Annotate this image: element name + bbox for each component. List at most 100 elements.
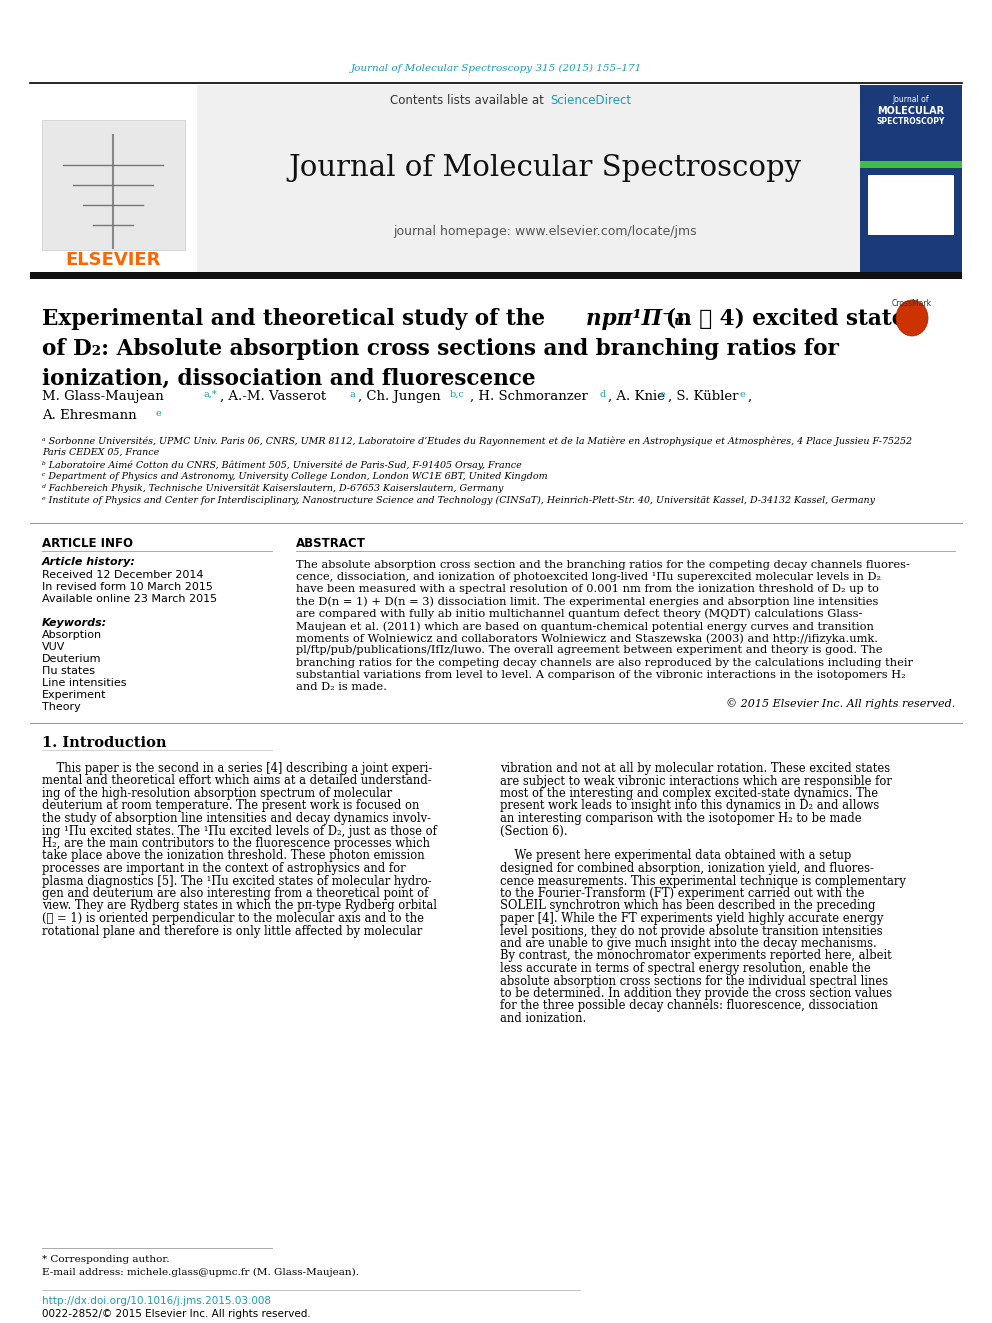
Text: © 2015 Elsevier Inc. All rights reserved.: © 2015 Elsevier Inc. All rights reserved… [726, 699, 955, 709]
Text: 0022-2852/© 2015 Elsevier Inc. All rights reserved.: 0022-2852/© 2015 Elsevier Inc. All right… [42, 1308, 310, 1319]
Text: the study of absorption line intensities and decay dynamics involv-: the study of absorption line intensities… [42, 812, 431, 826]
Text: an interesting comparison with the isotopomer H₂ to be made: an interesting comparison with the isoto… [500, 812, 862, 826]
Text: to the Fourier-Transform (FT) experiment carried out with the: to the Fourier-Transform (FT) experiment… [500, 886, 864, 900]
Text: Journal of Molecular Spectroscopy 315 (2015) 155–171: Journal of Molecular Spectroscopy 315 (2… [350, 64, 642, 73]
Text: most of the interesting and complex excited-state dynamics. The: most of the interesting and complex exci… [500, 787, 878, 800]
Text: SOLEIL synchrotron which has been described in the preceding: SOLEIL synchrotron which has been descri… [500, 900, 876, 913]
Ellipse shape [896, 300, 928, 336]
Text: , A.-M. Vasserot: , A.-M. Vasserot [220, 390, 326, 404]
Text: Available online 23 March 2015: Available online 23 March 2015 [42, 594, 217, 605]
Bar [30, 85, 197, 273]
Text: for the three possible decay channels: fluorescence, dissociation: for the three possible decay channels: f… [500, 999, 878, 1012]
Text: rotational plane and therefore is only little affected by molecular: rotational plane and therefore is only l… [42, 925, 423, 938]
Text: paper [4]. While the FT experiments yield highly accurate energy: paper [4]. While the FT experiments yiel… [500, 912, 883, 925]
Text: plasma diagnostics [5]. The ¹Πu excited states of molecular hydro-: plasma diagnostics [5]. The ¹Πu excited … [42, 875, 432, 888]
Text: Article history:: Article history: [42, 557, 136, 568]
Bar [868, 175, 954, 235]
Text: substantial variations from level to level. A comparison of the vibronic interac: substantial variations from level to lev… [296, 669, 906, 680]
Text: Experimental and theoretical study of the: Experimental and theoretical study of th… [42, 308, 553, 329]
Text: E-mail address: michele.glass@upmc.fr (M. Glass-Maujean).: E-mail address: michele.glass@upmc.fr (M… [42, 1267, 359, 1277]
Text: ᵈ Fachbereich Physik, Technische Universität Kaiserslautern, D-67653 Kaiserslaut: ᵈ Fachbereich Physik, Technische Univers… [42, 484, 503, 493]
Text: Journal of Molecular Spectroscopy: Journal of Molecular Spectroscopy [289, 153, 802, 183]
Text: d: d [600, 390, 606, 400]
Text: designed for combined absorption, ionization yield, and fluores-: designed for combined absorption, ioniza… [500, 863, 874, 875]
Text: Keywords:: Keywords: [42, 618, 107, 628]
Text: and are unable to give much insight into the decay mechanisms.: and are unable to give much insight into… [500, 937, 877, 950]
Text: Absorption: Absorption [42, 630, 102, 640]
Text: ᶜ Department of Physics and Astronomy, University College London, London WC1E 6B: ᶜ Department of Physics and Astronomy, U… [42, 472, 548, 482]
Text: Πu states: Πu states [42, 665, 95, 676]
Text: ionization, dissociation and fluorescence: ionization, dissociation and fluorescenc… [42, 368, 536, 390]
Text: e: e [740, 390, 746, 400]
Text: b,c: b,c [450, 390, 465, 400]
Text: moments of Wolniewicz and collaborators Wolniewicz and Staszewska (2003) and htt: moments of Wolniewicz and collaborators … [296, 634, 878, 644]
Text: of D₂: Absolute absorption cross sections and branching ratios for: of D₂: Absolute absorption cross section… [42, 337, 839, 360]
Text: In revised form 10 March 2015: In revised form 10 March 2015 [42, 582, 213, 591]
Text: Maujean et al. (2011) which are based on quantum-chemical potential energy curve: Maujean et al. (2011) which are based on… [296, 620, 874, 631]
Text: to be determined. In addition they provide the cross section values: to be determined. In addition they provi… [500, 987, 892, 1000]
Text: cence measurements. This experimental technique is complementary: cence measurements. This experimental te… [500, 875, 906, 888]
Text: A. Ehresmann: A. Ehresmann [42, 409, 137, 422]
Text: are subject to weak vibronic interactions which are responsible for: are subject to weak vibronic interaction… [500, 774, 892, 787]
Text: This paper is the second in a series [4] describing a joint experi-: This paper is the second in a series [4]… [42, 762, 433, 775]
Bar [860, 85, 962, 273]
Text: are compared with fully ab initio multichannel quantum defect theory (MQDT) calc: are compared with fully ab initio multic… [296, 609, 862, 619]
Text: Theory: Theory [42, 703, 80, 712]
Text: pl/ftp/pub/publications/IfIz/luwo. The overall agreement between experiment and : pl/ftp/pub/publications/IfIz/luwo. The o… [296, 646, 883, 655]
Text: ABSTRACT: ABSTRACT [296, 537, 366, 550]
Text: ᵇ Laboratoire Aimé Cotton du CNRS, Bâtiment 505, Université de Paris-Sud, F-9140: ᵇ Laboratoire Aimé Cotton du CNRS, Bâtim… [42, 460, 522, 470]
Text: processes are important in the context of astrophysics and for: processes are important in the context o… [42, 863, 406, 875]
Text: ScienceDirect: ScienceDirect [550, 94, 631, 107]
Text: ELSEVIER: ELSEVIER [65, 251, 161, 269]
Text: level positions, they do not provide absolute transition intensities: level positions, they do not provide abs… [500, 925, 883, 938]
Text: the D(n = 1) + D(n = 3) dissociation limit. The experimental energies and absorp: the D(n = 1) + D(n = 3) dissociation lim… [296, 597, 878, 607]
Text: present work leads to insight into this dynamics in D₂ and allows: present work leads to insight into this … [500, 799, 879, 812]
Text: view. They are Rydberg states in which the pπ-type Rydberg orbital: view. They are Rydberg states in which t… [42, 900, 437, 913]
Bar [30, 85, 962, 273]
Text: journal homepage: www.elsevier.com/locate/jms: journal homepage: www.elsevier.com/locat… [393, 225, 696, 238]
Text: e: e [155, 409, 161, 418]
Text: Paris CEDEX 05, France: Paris CEDEX 05, France [42, 448, 160, 456]
Text: , Ch. Jungen: , Ch. Jungen [358, 390, 440, 404]
Text: SPECTROSCOPY: SPECTROSCOPY [877, 118, 945, 127]
Text: mental and theoretical effort which aims at a detailed understand-: mental and theoretical effort which aims… [42, 774, 432, 787]
Bar [42, 120, 185, 250]
Text: , S. Kübler: , S. Kübler [668, 390, 738, 404]
Text: Contents lists available at: Contents lists available at [390, 94, 548, 107]
Text: ,: , [748, 390, 752, 404]
Text: VUV: VUV [42, 642, 65, 652]
Text: We present here experimental data obtained with a setup: We present here experimental data obtain… [500, 849, 851, 863]
Text: ARTICLE INFO: ARTICLE INFO [42, 537, 133, 550]
Text: Journal of: Journal of [893, 95, 930, 105]
Text: a,*: a,* [203, 390, 216, 400]
Text: , H. Schmoranzer: , H. Schmoranzer [470, 390, 588, 404]
Text: absolute absorption cross sections for the individual spectral lines: absolute absorption cross sections for t… [500, 975, 888, 987]
Text: Line intensities: Line intensities [42, 677, 127, 688]
Text: ᵉ Institute of Physics and Center for Interdisciplinary, Nanostructure Science a: ᵉ Institute of Physics and Center for In… [42, 496, 875, 505]
Text: (n ⩾ 4) excited states: (n ⩾ 4) excited states [666, 308, 918, 329]
Text: ing of the high-resolution absorption spectrum of molecular: ing of the high-resolution absorption sp… [42, 787, 392, 800]
Bar [860, 161, 962, 168]
Text: a: a [350, 390, 356, 400]
Text: gen and deuterium are also interesting from a theoretical point of: gen and deuterium are also interesting f… [42, 886, 429, 900]
Text: , A. Knie: , A. Knie [608, 390, 665, 404]
Text: ing ¹Πu excited states. The ¹Πu excited levels of D₂, just as those of: ing ¹Πu excited states. The ¹Πu excited … [42, 824, 436, 837]
Text: deuterium at room temperature. The present work is focused on: deuterium at room temperature. The prese… [42, 799, 420, 812]
Text: Deuterium: Deuterium [42, 654, 101, 664]
Text: vibration and not at all by molecular rotation. These excited states: vibration and not at all by molecular ro… [500, 762, 890, 775]
Text: e: e [660, 390, 666, 400]
Text: Received 12 December 2014: Received 12 December 2014 [42, 570, 203, 579]
Text: and D₂ is made.: and D₂ is made. [296, 681, 387, 692]
Text: ᵃ Sorbonne Universités, UPMC Univ. Paris 06, CNRS, UMR 8112, Laboratoire d’Etude: ᵃ Sorbonne Universités, UPMC Univ. Paris… [42, 437, 912, 446]
Text: The absolute absorption cross section and the branching ratios for the competing: The absolute absorption cross section an… [296, 560, 910, 570]
Text: and ionization.: and ionization. [500, 1012, 586, 1025]
Text: H₂, are the main contributors to the fluorescence processes which: H₂, are the main contributors to the flu… [42, 837, 430, 849]
Text: Experiment: Experiment [42, 691, 106, 700]
Text: npπ¹Π⁻ᵤ: npπ¹Π⁻ᵤ [586, 308, 692, 329]
Text: (ℓ = 1) is oriented perpendicular to the molecular axis and to the: (ℓ = 1) is oriented perpendicular to the… [42, 912, 424, 925]
Text: 1. Introduction: 1. Introduction [42, 736, 167, 750]
Text: branching ratios for the competing decay channels are also reproduced by the cal: branching ratios for the competing decay… [296, 658, 913, 668]
Text: (Section 6).: (Section 6). [500, 824, 567, 837]
Text: http://dx.doi.org/10.1016/j.jms.2015.03.008: http://dx.doi.org/10.1016/j.jms.2015.03.… [42, 1297, 271, 1306]
Text: By contrast, the monochromator experiments reported here, albeit: By contrast, the monochromator experimen… [500, 950, 892, 963]
